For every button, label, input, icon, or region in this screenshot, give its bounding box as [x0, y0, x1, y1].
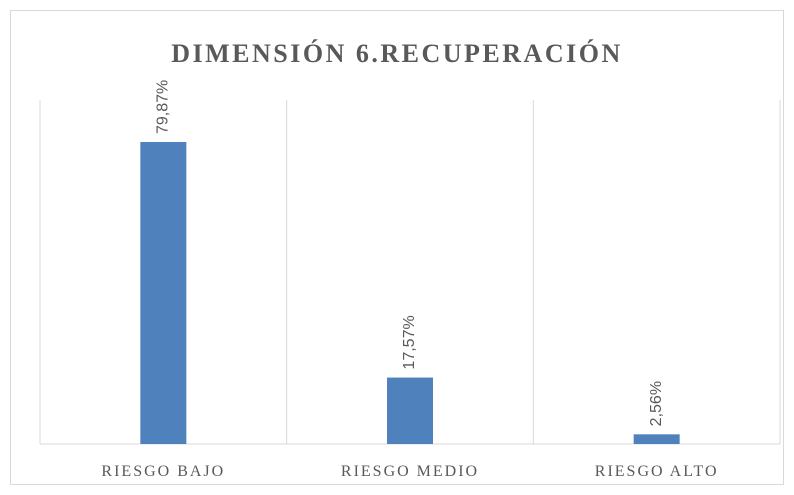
chart-title: DIMENSIÓN 6.RECUPERACIÓN [171, 39, 622, 68]
bar [387, 377, 433, 444]
data-label: 79,87% [155, 80, 172, 134]
bar [633, 434, 680, 444]
x-tick-label: RIESGO ALTO [595, 463, 719, 480]
x-tick-label: RIESGO BAJO [101, 463, 225, 480]
bar [140, 142, 187, 444]
data-label: 2,56% [648, 381, 665, 426]
data-label: 17,57% [401, 315, 418, 369]
x-tick-label: RIESGO MEDIO [341, 463, 479, 480]
chart-border [10, 10, 784, 485]
